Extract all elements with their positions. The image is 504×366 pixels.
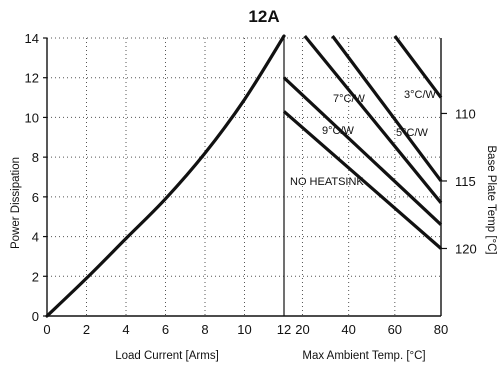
left-tick-label: 10 bbox=[25, 110, 39, 125]
left-tick-label: 4 bbox=[32, 230, 39, 245]
label-9cw: 9°C/W bbox=[322, 125, 355, 137]
curves bbox=[45, 34, 443, 318]
derating-line bbox=[393, 35, 443, 99]
left-tick-label: 2 bbox=[32, 269, 39, 284]
left-axis-label: Power Dissipation bbox=[10, 157, 22, 249]
left-tick-label: 6 bbox=[32, 190, 39, 205]
derating-line bbox=[282, 76, 443, 226]
label-no-heatsink: NO HEATSINK bbox=[290, 176, 364, 188]
bottom-left-tick-label: 8 bbox=[201, 322, 208, 337]
derating-line bbox=[303, 35, 443, 204]
bottom-left-tick-label: 0 bbox=[43, 322, 50, 337]
bottom-left-tick-label: 10 bbox=[237, 322, 251, 337]
bottom-right-tick-label: 80 bbox=[434, 322, 448, 337]
right-tick-label: 120 bbox=[455, 241, 477, 256]
left-tick-label: 12 bbox=[25, 71, 39, 86]
derating-line bbox=[331, 35, 443, 182]
chart-title: 12A bbox=[248, 7, 279, 26]
bottom-left-tick-label: 2 bbox=[83, 322, 90, 337]
label-3cw: 3°C/W bbox=[404, 89, 437, 101]
left-tick-label: 0 bbox=[32, 309, 39, 324]
derating-line bbox=[282, 110, 443, 250]
label-5cw: 5°C/W bbox=[396, 127, 429, 139]
bottom-right-tick-label: 20 bbox=[295, 322, 309, 337]
right-tick-label: 110 bbox=[455, 106, 476, 121]
bottom-right-tick-label: 60 bbox=[388, 322, 402, 337]
dissipation-curve bbox=[45, 34, 286, 318]
bottom-left-tick-label: 4 bbox=[122, 322, 129, 337]
bottom-left-tick-label: 6 bbox=[162, 322, 169, 337]
bottom-left-axis-label: Load Current [Arms] bbox=[115, 350, 219, 362]
right-axis-label: Base Plate Temp [°C] bbox=[485, 145, 497, 254]
left-tick-label: 8 bbox=[32, 150, 39, 165]
label-7cw: 7°C/W bbox=[333, 93, 366, 105]
bottom-right-axis-label: Max Ambient Temp. [°C] bbox=[302, 350, 425, 362]
bottom-left-tick-label: 12 bbox=[277, 322, 291, 337]
grid bbox=[47, 37, 441, 316]
right-tick-label: 115 bbox=[455, 174, 476, 189]
axes bbox=[43, 37, 447, 317]
tick-labels: 0 2 4 6 8 10 12 14 0 2 4 6 8 10 12 20 40 60 80 110 115 120 bbox=[25, 31, 477, 337]
left-tick-label: 14 bbox=[25, 31, 39, 46]
bottom-right-tick-label: 40 bbox=[341, 322, 355, 337]
